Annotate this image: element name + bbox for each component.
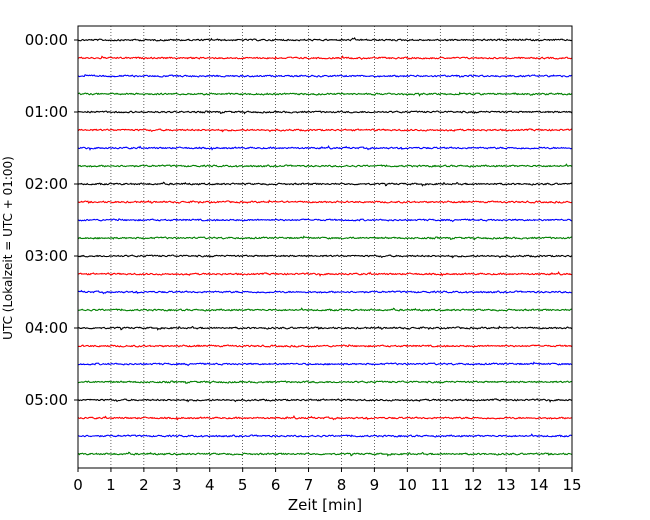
trace-line — [77, 414, 573, 421]
x-tick-label: 6 — [271, 476, 281, 494]
trace-line — [77, 144, 573, 151]
x-tick-label: 11 — [431, 476, 450, 494]
x-axis-ticks: 0 1 2 3 4 5 6 7 8 9 10 11 12 13 14 15 — [73, 468, 582, 494]
plot-frame — [77, 25, 573, 469]
trace-line — [77, 91, 573, 97]
trace-line — [77, 325, 573, 331]
trace-line — [77, 270, 573, 277]
trace-line — [77, 307, 573, 312]
x-tick-label: 7 — [304, 476, 314, 494]
y-axis-ticks: 00:00 01:00 02:00 03:00 04:00 05:00 — [25, 31, 78, 409]
x-tick-label: 3 — [172, 476, 182, 494]
x-tick-label: 15 — [562, 476, 581, 494]
y-tick-label: 05:00 — [25, 391, 68, 409]
x-axis-label: Zeit [min] — [288, 496, 362, 514]
trace-line — [77, 37, 573, 42]
trace-line — [77, 181, 573, 187]
trace-line — [77, 398, 573, 403]
trace-line — [77, 199, 573, 205]
trace-line — [77, 254, 573, 259]
x-tick-label: 13 — [497, 476, 516, 494]
trace-line — [77, 433, 573, 438]
x-tick-label: 10 — [398, 476, 417, 494]
traces — [77, 37, 573, 457]
trace-line — [77, 380, 573, 385]
trace-line — [77, 451, 573, 457]
y-tick-label: 00:00 — [25, 31, 68, 49]
trace-line — [77, 344, 573, 348]
y-axis-label: UTC (Lokalzeit = UTC + 01:00) — [1, 156, 15, 340]
x-tick-label: 9 — [370, 476, 380, 494]
y-tick-label: 04:00 — [25, 319, 68, 337]
y-tick-label: 01:00 — [25, 103, 68, 121]
trace-line — [77, 163, 573, 168]
trace-line — [77, 289, 573, 295]
trace-line — [77, 55, 573, 61]
x-tick-label: 8 — [337, 476, 347, 494]
trace-line — [77, 110, 573, 115]
trace-line — [77, 361, 573, 367]
trace-line — [77, 235, 573, 241]
x-tick-label: 14 — [530, 476, 549, 494]
x-tick-label: 2 — [139, 476, 149, 494]
trace-line — [77, 128, 573, 133]
trace-line — [77, 74, 573, 78]
y-tick-label: 02:00 — [25, 175, 68, 193]
y-tick-label: 03:00 — [25, 247, 68, 265]
x-tick-label: 5 — [238, 476, 248, 494]
trace-line — [77, 218, 573, 223]
x-tick-label: 1 — [106, 476, 116, 494]
x-tick-label: 0 — [73, 476, 83, 494]
x-tick-label: 4 — [205, 476, 215, 494]
x-tick-label: 12 — [464, 476, 483, 494]
